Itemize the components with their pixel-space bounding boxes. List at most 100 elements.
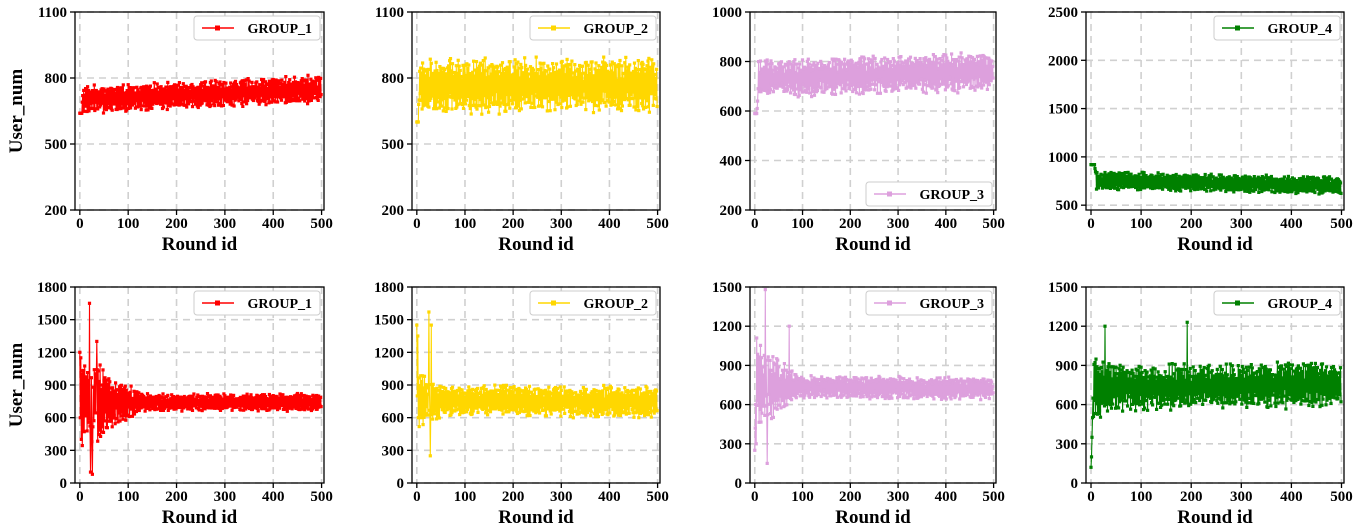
data-point	[816, 379, 820, 384]
data-point	[913, 56, 917, 60]
data-point	[1158, 186, 1162, 190]
data-point	[280, 403, 284, 407]
data-point	[802, 396, 806, 400]
data-point	[421, 61, 425, 65]
data-point	[418, 69, 422, 73]
data-point	[1125, 369, 1129, 373]
data-point	[954, 76, 958, 80]
data-point	[893, 83, 897, 87]
data-point	[1200, 395, 1204, 400]
data-point	[164, 101, 168, 105]
data-point	[194, 99, 198, 103]
data-point	[872, 77, 876, 81]
data-point	[632, 105, 636, 109]
data-point	[167, 406, 171, 410]
data-point	[1281, 367, 1285, 371]
data-point	[493, 383, 497, 387]
data-point	[833, 393, 838, 397]
data-point	[448, 57, 453, 61]
data-point	[1127, 395, 1131, 399]
data-point	[1332, 394, 1336, 398]
data-point	[619, 393, 623, 397]
data-point	[808, 395, 812, 399]
data-point	[1094, 357, 1098, 361]
data-point	[442, 385, 446, 389]
y-tick-label: 1100	[38, 5, 67, 21]
data-point	[991, 391, 995, 395]
data-point	[1217, 173, 1221, 177]
data-point	[1141, 186, 1145, 190]
data-point	[1201, 178, 1205, 182]
data-point	[103, 376, 107, 380]
data-point	[615, 78, 619, 82]
data-point	[865, 376, 869, 380]
data-point	[268, 100, 272, 104]
data-point	[819, 59, 823, 63]
data-point	[126, 394, 130, 398]
data-point	[580, 395, 585, 400]
data-point	[194, 406, 198, 410]
data-point	[1091, 414, 1096, 418]
data-point	[1248, 190, 1252, 194]
data-point	[146, 85, 151, 89]
data-point	[428, 408, 432, 412]
data-point	[484, 387, 488, 392]
data-point	[1282, 186, 1286, 190]
data-point	[1204, 378, 1208, 382]
data-point	[648, 69, 652, 73]
data-point	[768, 88, 773, 92]
data-point	[101, 101, 105, 105]
data-point	[1143, 369, 1147, 373]
data-point	[169, 397, 173, 401]
data-point	[247, 395, 251, 399]
data-point	[813, 64, 817, 68]
data-point	[185, 105, 189, 109]
data-point	[952, 378, 956, 382]
data-point	[1139, 365, 1143, 369]
data-point	[636, 59, 640, 63]
data-point	[231, 85, 235, 89]
data-point	[440, 98, 444, 102]
data-point	[1217, 393, 1221, 397]
data-point	[647, 390, 651, 394]
data-point	[1203, 373, 1207, 377]
data-point	[299, 79, 303, 83]
data-point	[1272, 185, 1276, 190]
data-point	[1257, 190, 1261, 194]
data-point	[631, 90, 635, 94]
y-tick-label: 1200	[712, 319, 742, 335]
data-point	[794, 80, 798, 84]
data-point	[946, 59, 950, 63]
data-point	[1197, 175, 1201, 180]
data-point	[561, 99, 565, 103]
data-point	[1332, 368, 1337, 372]
data-point	[601, 389, 605, 393]
data-point	[1153, 186, 1157, 190]
data-point	[1108, 186, 1113, 190]
data-point	[808, 381, 812, 385]
data-point	[623, 61, 627, 65]
data-point	[832, 393, 836, 397]
data-point	[927, 381, 931, 385]
data-point	[935, 376, 939, 380]
data-point	[604, 63, 609, 68]
data-point	[221, 83, 225, 87]
data-point	[957, 379, 961, 383]
data-point	[88, 424, 92, 428]
data-point	[202, 84, 206, 88]
data-point	[622, 98, 626, 102]
data-point	[882, 84, 886, 89]
data-point	[1193, 369, 1197, 373]
data-point	[812, 395, 817, 400]
data-point	[1217, 372, 1221, 376]
data-point	[310, 82, 314, 86]
data-point	[150, 91, 154, 95]
data-point	[644, 105, 648, 109]
data-point	[617, 413, 621, 417]
data-point	[837, 378, 841, 382]
data-point	[572, 404, 576, 408]
y-tick-label: 300	[382, 443, 405, 459]
data-point	[973, 88, 977, 92]
data-point	[964, 61, 968, 65]
data-point	[89, 430, 93, 434]
